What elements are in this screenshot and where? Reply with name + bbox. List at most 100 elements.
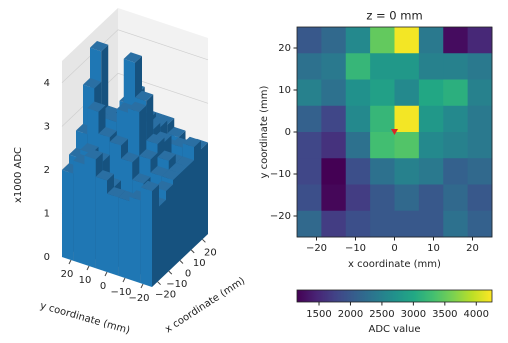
tick-mark — [179, 260, 184, 264]
colorbar-label: ADC value — [368, 324, 420, 335]
heatmap-cell — [418, 210, 444, 238]
heatmap-cell — [345, 132, 371, 159]
x-tick-label: 0 — [391, 243, 397, 254]
colorbar-tick-label: 1500 — [306, 309, 331, 320]
heatmap-cell — [321, 79, 347, 107]
bar-face — [161, 169, 180, 181]
heatmap-cell — [297, 79, 322, 107]
heatmap-cell — [345, 210, 371, 238]
z-tick-label: 4 — [44, 78, 50, 89]
heatmap-cell — [443, 79, 469, 107]
colorbar-tick-label: 2500 — [369, 309, 394, 320]
bar-face — [146, 133, 165, 145]
bar-face — [194, 140, 201, 248]
heatmap-cell — [418, 105, 444, 133]
y-tick-label: −10 — [110, 287, 131, 298]
heatmap-cell — [418, 158, 444, 185]
heatmap-cell — [297, 105, 322, 133]
heatmap-cell — [467, 27, 493, 54]
heatmap-cell — [321, 158, 347, 185]
bar-3d — [140, 180, 159, 287]
heatmap-cell — [297, 184, 322, 212]
bar-face — [107, 193, 119, 276]
bar-face — [109, 135, 128, 146]
tick-mark — [122, 277, 126, 283]
tick-mark — [104, 271, 108, 277]
heatmap-cell — [345, 53, 371, 80]
bar-face — [154, 180, 173, 191]
heatmap-cell — [418, 184, 444, 212]
y-tick-label: 10 — [79, 275, 92, 286]
x-tick-label: −10 — [345, 243, 366, 254]
colorbar — [296, 289, 493, 303]
heatmap-cell — [297, 158, 322, 185]
heatmap-cell — [443, 27, 469, 54]
bar-face — [159, 199, 166, 281]
heatmap-cell — [321, 184, 347, 212]
y-tick-label: −20 — [128, 293, 149, 304]
bar-face — [95, 176, 107, 272]
heatmap-cell — [321, 105, 347, 133]
heatmap-cell — [394, 27, 420, 54]
bar-face — [118, 197, 130, 280]
bar-face — [157, 150, 176, 161]
heatmap-cell — [418, 53, 444, 80]
tick-mark — [190, 249, 195, 254]
colorbar-tick-label: 2000 — [338, 309, 363, 320]
heatmap-cell — [467, 158, 493, 185]
bar-face — [140, 187, 152, 287]
heatmap-cell — [443, 210, 469, 238]
bar-face — [168, 163, 187, 174]
heatmap-cell — [467, 105, 493, 133]
heatmap-cell — [467, 79, 493, 107]
grid-line — [61, 29, 209, 84]
z-axis-label: x1000 ADC — [13, 147, 24, 203]
heatmap-cell — [418, 132, 444, 159]
heatmap-cell — [443, 158, 469, 185]
heatmap-cell — [467, 132, 493, 159]
bar-face — [128, 101, 147, 113]
colorbar-tick-label: 3500 — [432, 309, 457, 320]
y-tick-label: 0 — [285, 127, 291, 138]
tick-mark — [68, 259, 72, 265]
heatmap-cell — [297, 53, 322, 80]
bar-face — [167, 126, 186, 138]
tick-mark — [157, 281, 161, 286]
bar-face — [83, 78, 102, 89]
tick-mark — [202, 238, 206, 243]
bar-face — [135, 90, 154, 102]
heatmap-cell — [394, 132, 420, 159]
x-tick-label: 20 — [204, 247, 217, 258]
marker — [391, 129, 398, 135]
colorbar-tick-label: 3000 — [401, 309, 426, 320]
y-axis-label: y coordinate (mm) — [39, 300, 131, 336]
bar-face — [123, 52, 142, 63]
tick-mark — [168, 270, 173, 275]
bar-face — [201, 142, 208, 241]
y-axis-label: y coordinate (mm) — [259, 85, 270, 178]
heatmap-cell — [321, 53, 347, 80]
heatmap-cell — [297, 210, 322, 238]
bar-face — [152, 184, 159, 287]
x-axis-label: x coordinate (mm) — [348, 259, 441, 270]
bar-face — [73, 160, 85, 265]
heatmap-cell — [370, 79, 395, 107]
heatmap-cell — [443, 105, 469, 133]
heatmap-cell — [370, 105, 395, 133]
y-tick-label: 0 — [100, 281, 106, 292]
bar-face — [175, 156, 194, 167]
z-tick-label: 3 — [44, 121, 50, 132]
heatmap-cell — [297, 27, 322, 54]
heatmap-cell — [394, 158, 420, 185]
heatmap-cell — [394, 184, 420, 212]
x-tick-label: 10 — [427, 243, 440, 254]
grid-line — [61, 72, 209, 127]
bar-face — [166, 184, 173, 274]
z-tick-label: 0 — [44, 252, 50, 263]
x-tick-label: 10 — [193, 258, 206, 269]
y-tick-label: 10 — [278, 85, 291, 96]
x-tick-label: 0 — [185, 269, 191, 280]
heatmap-cell — [345, 184, 371, 212]
heatmap-cell — [370, 210, 395, 238]
